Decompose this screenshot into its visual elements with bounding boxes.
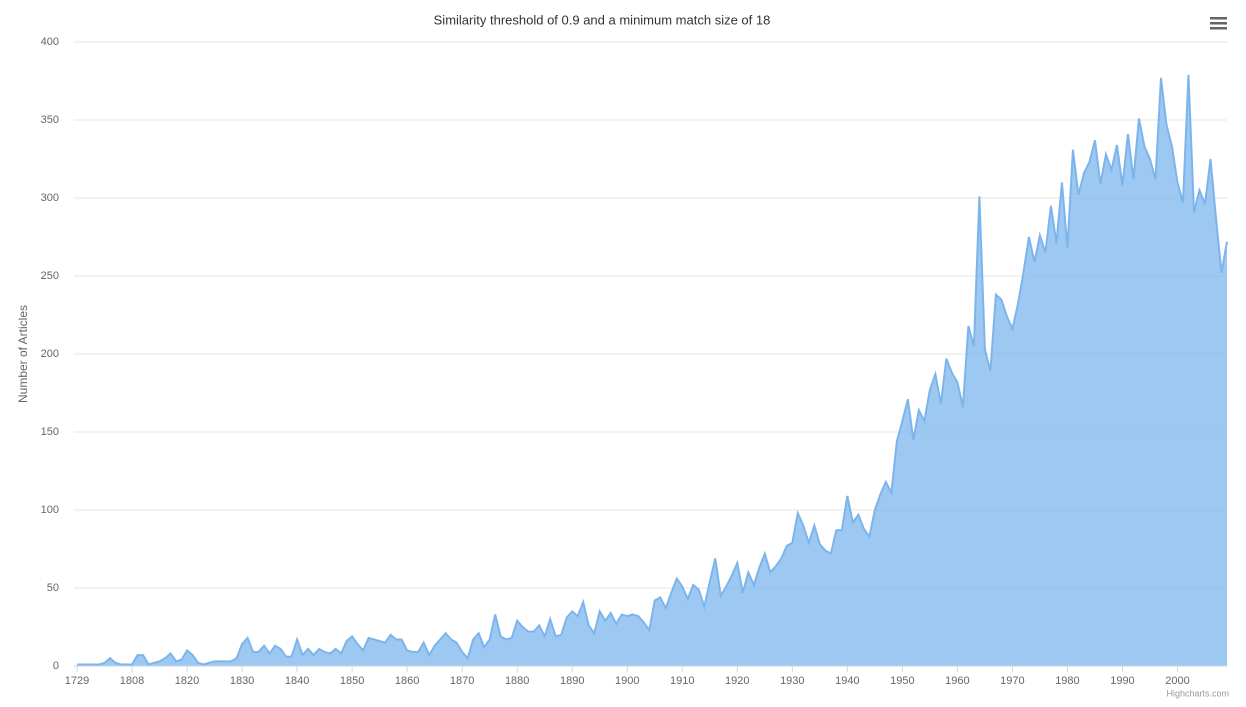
- y-axis-label: Number of Articles: [16, 305, 30, 403]
- x-tick-label: 1808: [120, 675, 144, 687]
- y-tick-label: 200: [41, 348, 59, 360]
- menu-bar: [1210, 17, 1227, 20]
- area-fill: [77, 74, 1227, 666]
- chart-title: Similarity threshold of 0.9 and a minimu…: [434, 12, 771, 27]
- menu-bar: [1210, 22, 1227, 25]
- y-tick-label: 300: [41, 192, 59, 204]
- x-tick-label: 1900: [615, 675, 639, 687]
- x-tick-label: 1930: [780, 675, 804, 687]
- x-tick-label: 1970: [1000, 675, 1024, 687]
- x-tick-label: 1870: [450, 675, 474, 687]
- x-tick-label: 1830: [230, 675, 254, 687]
- y-tick-label: 350: [41, 114, 59, 126]
- x-tick-label: 1820: [175, 675, 199, 687]
- y-tick-label: 400: [41, 36, 59, 48]
- x-tick-label: 1960: [945, 675, 969, 687]
- menu-button[interactable]: [1210, 17, 1227, 30]
- area-line: [77, 74, 1228, 666]
- y-tick-label: 100: [41, 504, 59, 516]
- y-tick-label: 150: [41, 426, 59, 438]
- x-tick-label: 1860: [395, 675, 419, 687]
- x-tick-label: 1840: [285, 675, 309, 687]
- x-tick-label: 1910: [670, 675, 694, 687]
- x-tick-label: 1980: [1055, 675, 1079, 687]
- x-tick-label: 2000: [1165, 675, 1189, 687]
- x-tick-label: 1850: [340, 675, 364, 687]
- x-tick-label: 1920: [725, 675, 749, 687]
- x-tick-label: 1940: [835, 675, 859, 687]
- x-tick-label: 1880: [505, 675, 529, 687]
- y-tick-label: 50: [47, 582, 59, 594]
- y-tick-label: 0: [53, 660, 59, 672]
- menu-bar: [1210, 27, 1227, 30]
- x-tick-label: 1729: [65, 675, 89, 687]
- x-tick-label: 1950: [890, 675, 914, 687]
- x-tick-label: 1990: [1110, 675, 1134, 687]
- x-tick-label: 1890: [560, 675, 584, 687]
- credit: Highcharts.com: [1166, 688, 1229, 698]
- y-tick-label: 250: [41, 270, 59, 282]
